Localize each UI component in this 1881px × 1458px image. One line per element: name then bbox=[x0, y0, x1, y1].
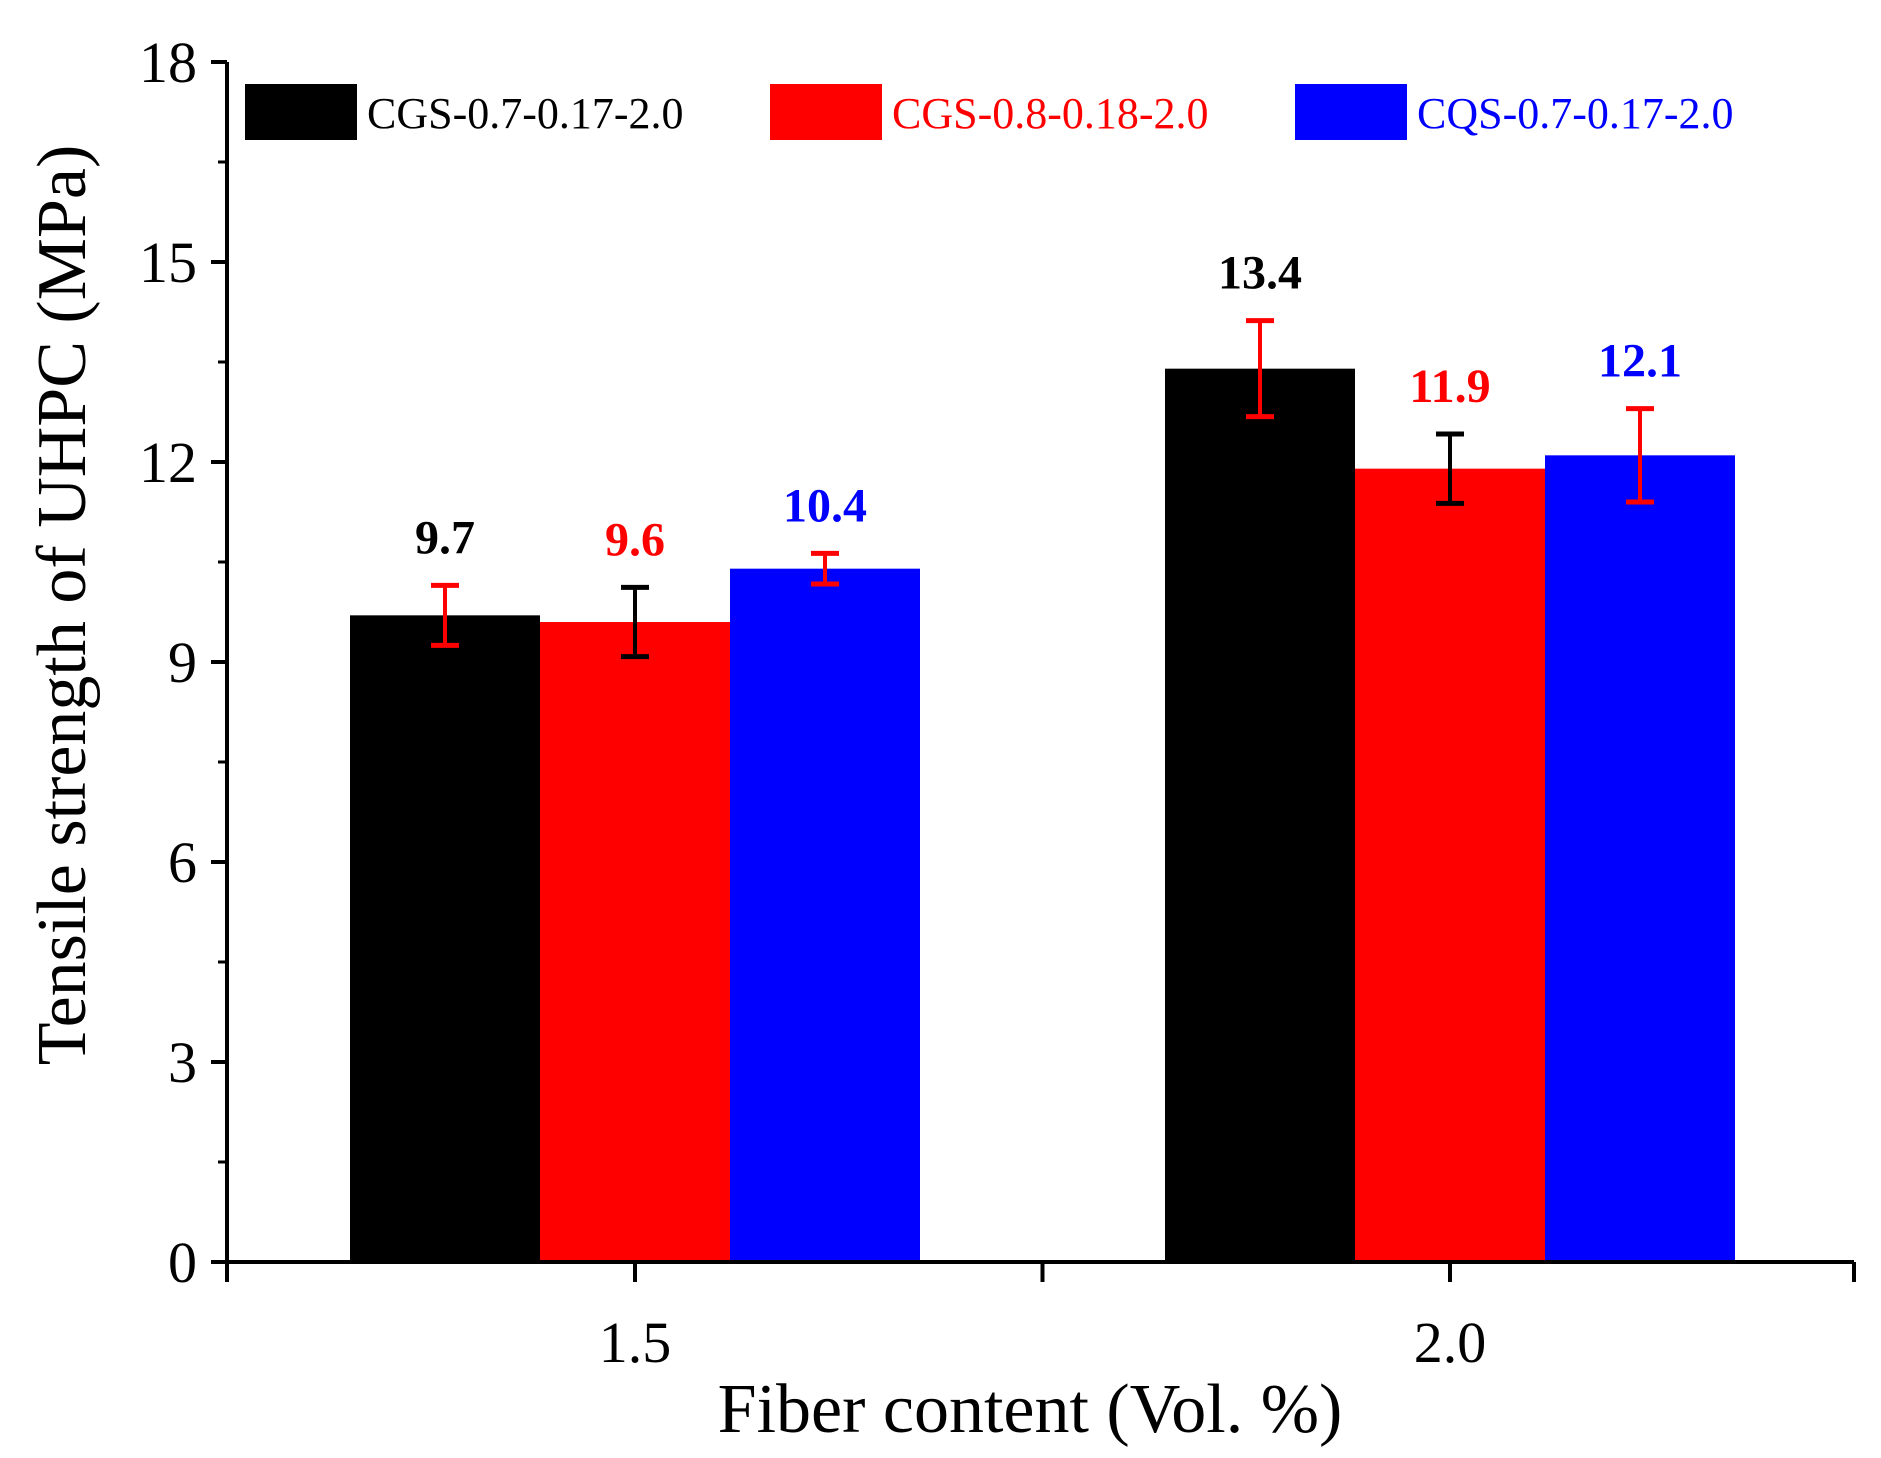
value-label: 12.1 bbox=[1598, 335, 1682, 388]
bar-3-2_0 bbox=[1545, 455, 1735, 1262]
bar-3-1_5 bbox=[730, 568, 920, 1262]
legend-swatch-1 bbox=[245, 84, 357, 140]
x-axis-title: Fiber content (Vol. %) bbox=[718, 1371, 1343, 1448]
y-tick-label: 18 bbox=[139, 30, 197, 95]
legend: CGS-0.7-0.17-2.0 CGS-0.8-0.18-2.0 CQS-0.7-… bbox=[245, 84, 1734, 140]
legend-swatch-3 bbox=[1295, 84, 1407, 140]
bar-1-2_0 bbox=[1165, 368, 1355, 1263]
y-tick-label: 3 bbox=[168, 1030, 197, 1095]
bar-2-1_5 bbox=[540, 622, 730, 1262]
value-label: 13.4 bbox=[1218, 247, 1302, 300]
legend-label-1: CGS-0.7-0.17-2.0 bbox=[367, 89, 684, 138]
legend-label-3: CQS-0.7-0.17-2.0 bbox=[1417, 89, 1734, 138]
y-axis-title: Tensile strength of UHPC (MPa) bbox=[24, 145, 101, 1066]
y-tick-label: 12 bbox=[139, 430, 197, 495]
bar-2-2_0 bbox=[1355, 468, 1545, 1263]
value-label: 9.7 bbox=[415, 511, 475, 564]
axes-layer: 0 3 6 9 12 15 18 1.5 2.0 bbox=[139, 30, 1856, 1375]
legend-label-2: CGS-0.8-0.18-2.0 bbox=[892, 89, 1209, 138]
value-label: 9.6 bbox=[605, 513, 665, 566]
x-tick-label: 1.5 bbox=[599, 1310, 672, 1375]
error-bars-layer bbox=[431, 318, 1654, 660]
y-tick-label: 9 bbox=[168, 630, 197, 695]
value-label: 10.4 bbox=[783, 479, 867, 532]
value-labels-layer: 9.7 13.4 9.6 11.9 10.4 12.1 bbox=[415, 247, 1682, 567]
legend-swatch-2 bbox=[770, 84, 882, 140]
y-tick-label: 0 bbox=[168, 1230, 197, 1295]
x-tick-label: 2.0 bbox=[1414, 1310, 1487, 1375]
bar-1-1_5 bbox=[350, 615, 540, 1262]
y-tick-label: 6 bbox=[168, 830, 197, 895]
y-tick-label: 15 bbox=[139, 230, 197, 295]
bars-layer bbox=[350, 368, 1735, 1263]
value-label: 11.9 bbox=[1409, 360, 1490, 413]
